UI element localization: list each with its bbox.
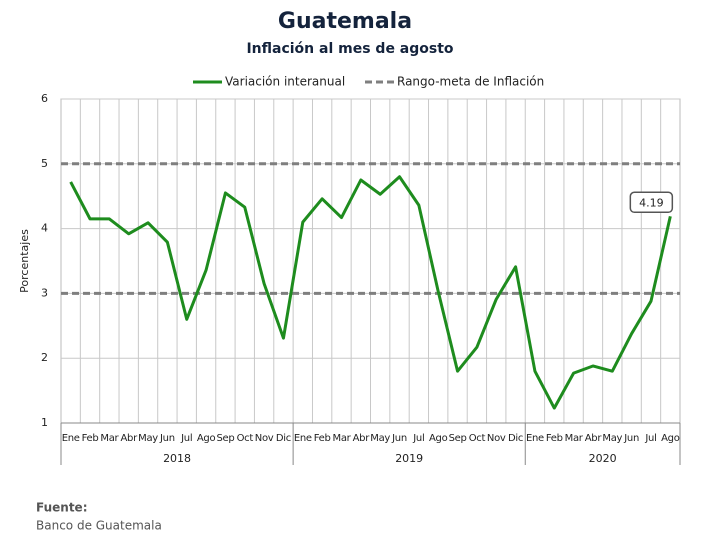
x-tick-label: Mar: [100, 433, 119, 444]
y-tick-label: 1: [41, 416, 48, 429]
x-tick-label: Abr: [353, 433, 371, 444]
data-label: 4.19: [639, 196, 664, 209]
x-tick-label: Abr: [121, 433, 139, 444]
x-tick-label: Mar: [333, 433, 352, 444]
x-tick-label: Jun: [623, 433, 639, 444]
y-tick-label: 4: [41, 222, 48, 235]
x-tick-label: Abr: [585, 433, 603, 444]
year-label: 2020: [589, 452, 617, 465]
legend-label: Variación interanual: [225, 75, 345, 89]
x-tick-label: Feb: [82, 433, 99, 444]
y-tick-label: 2: [41, 351, 48, 364]
series-line: [69, 175, 672, 410]
x-tick-label: Nov: [487, 433, 506, 444]
y-tick-label: 5: [41, 157, 48, 170]
x-tick-label: Ene: [62, 433, 80, 444]
y-axis-label: Porcentajes: [18, 229, 31, 293]
x-tick-label: Mar: [565, 433, 584, 444]
x-tick-label: Jun: [159, 433, 175, 444]
x-tick-label: Oct: [469, 433, 486, 444]
x-tick-label: Jul: [644, 433, 656, 444]
chart-subtitle: Inflación al mes de agosto: [246, 41, 453, 57]
x-tick-label: Ago: [197, 433, 216, 444]
x-tick-label: Ene: [526, 433, 544, 444]
x-tick-label: Feb: [546, 433, 563, 444]
x-tick-label: Ago: [661, 433, 680, 444]
year-label: 2019: [395, 452, 423, 465]
x-tick-label: Oct: [237, 433, 254, 444]
x-tick-label: May: [138, 433, 158, 444]
y-tick-label: 3: [41, 286, 48, 299]
annotation-box: [629, 191, 674, 214]
x-tick-label: Feb: [314, 433, 331, 444]
x-tick-label: Dic: [276, 433, 291, 444]
x-tick-label: May: [370, 433, 390, 444]
x-tick-label: Ago: [429, 433, 448, 444]
x-tick-label: Nov: [255, 433, 274, 444]
x-tick-label: Jul: [412, 433, 424, 444]
chart-title: Guatemala: [278, 9, 412, 34]
x-tick-label: May: [602, 433, 622, 444]
source-label: Fuente:: [36, 501, 88, 515]
year-label: 2018: [163, 452, 191, 465]
source: Banco de Guatemala: [36, 519, 162, 533]
x-tick-label: Dic: [508, 433, 523, 444]
y-tick-label: 6: [41, 92, 48, 105]
x-tick-label: Sep: [216, 433, 234, 444]
x-tick-label: Ene: [294, 433, 312, 444]
x-tick-label: Sep: [449, 433, 467, 444]
x-tick-label: Jul: [180, 433, 192, 444]
x-tick-label: Jun: [391, 433, 407, 444]
legend-label: Rango-meta de Inflación: [397, 75, 544, 89]
